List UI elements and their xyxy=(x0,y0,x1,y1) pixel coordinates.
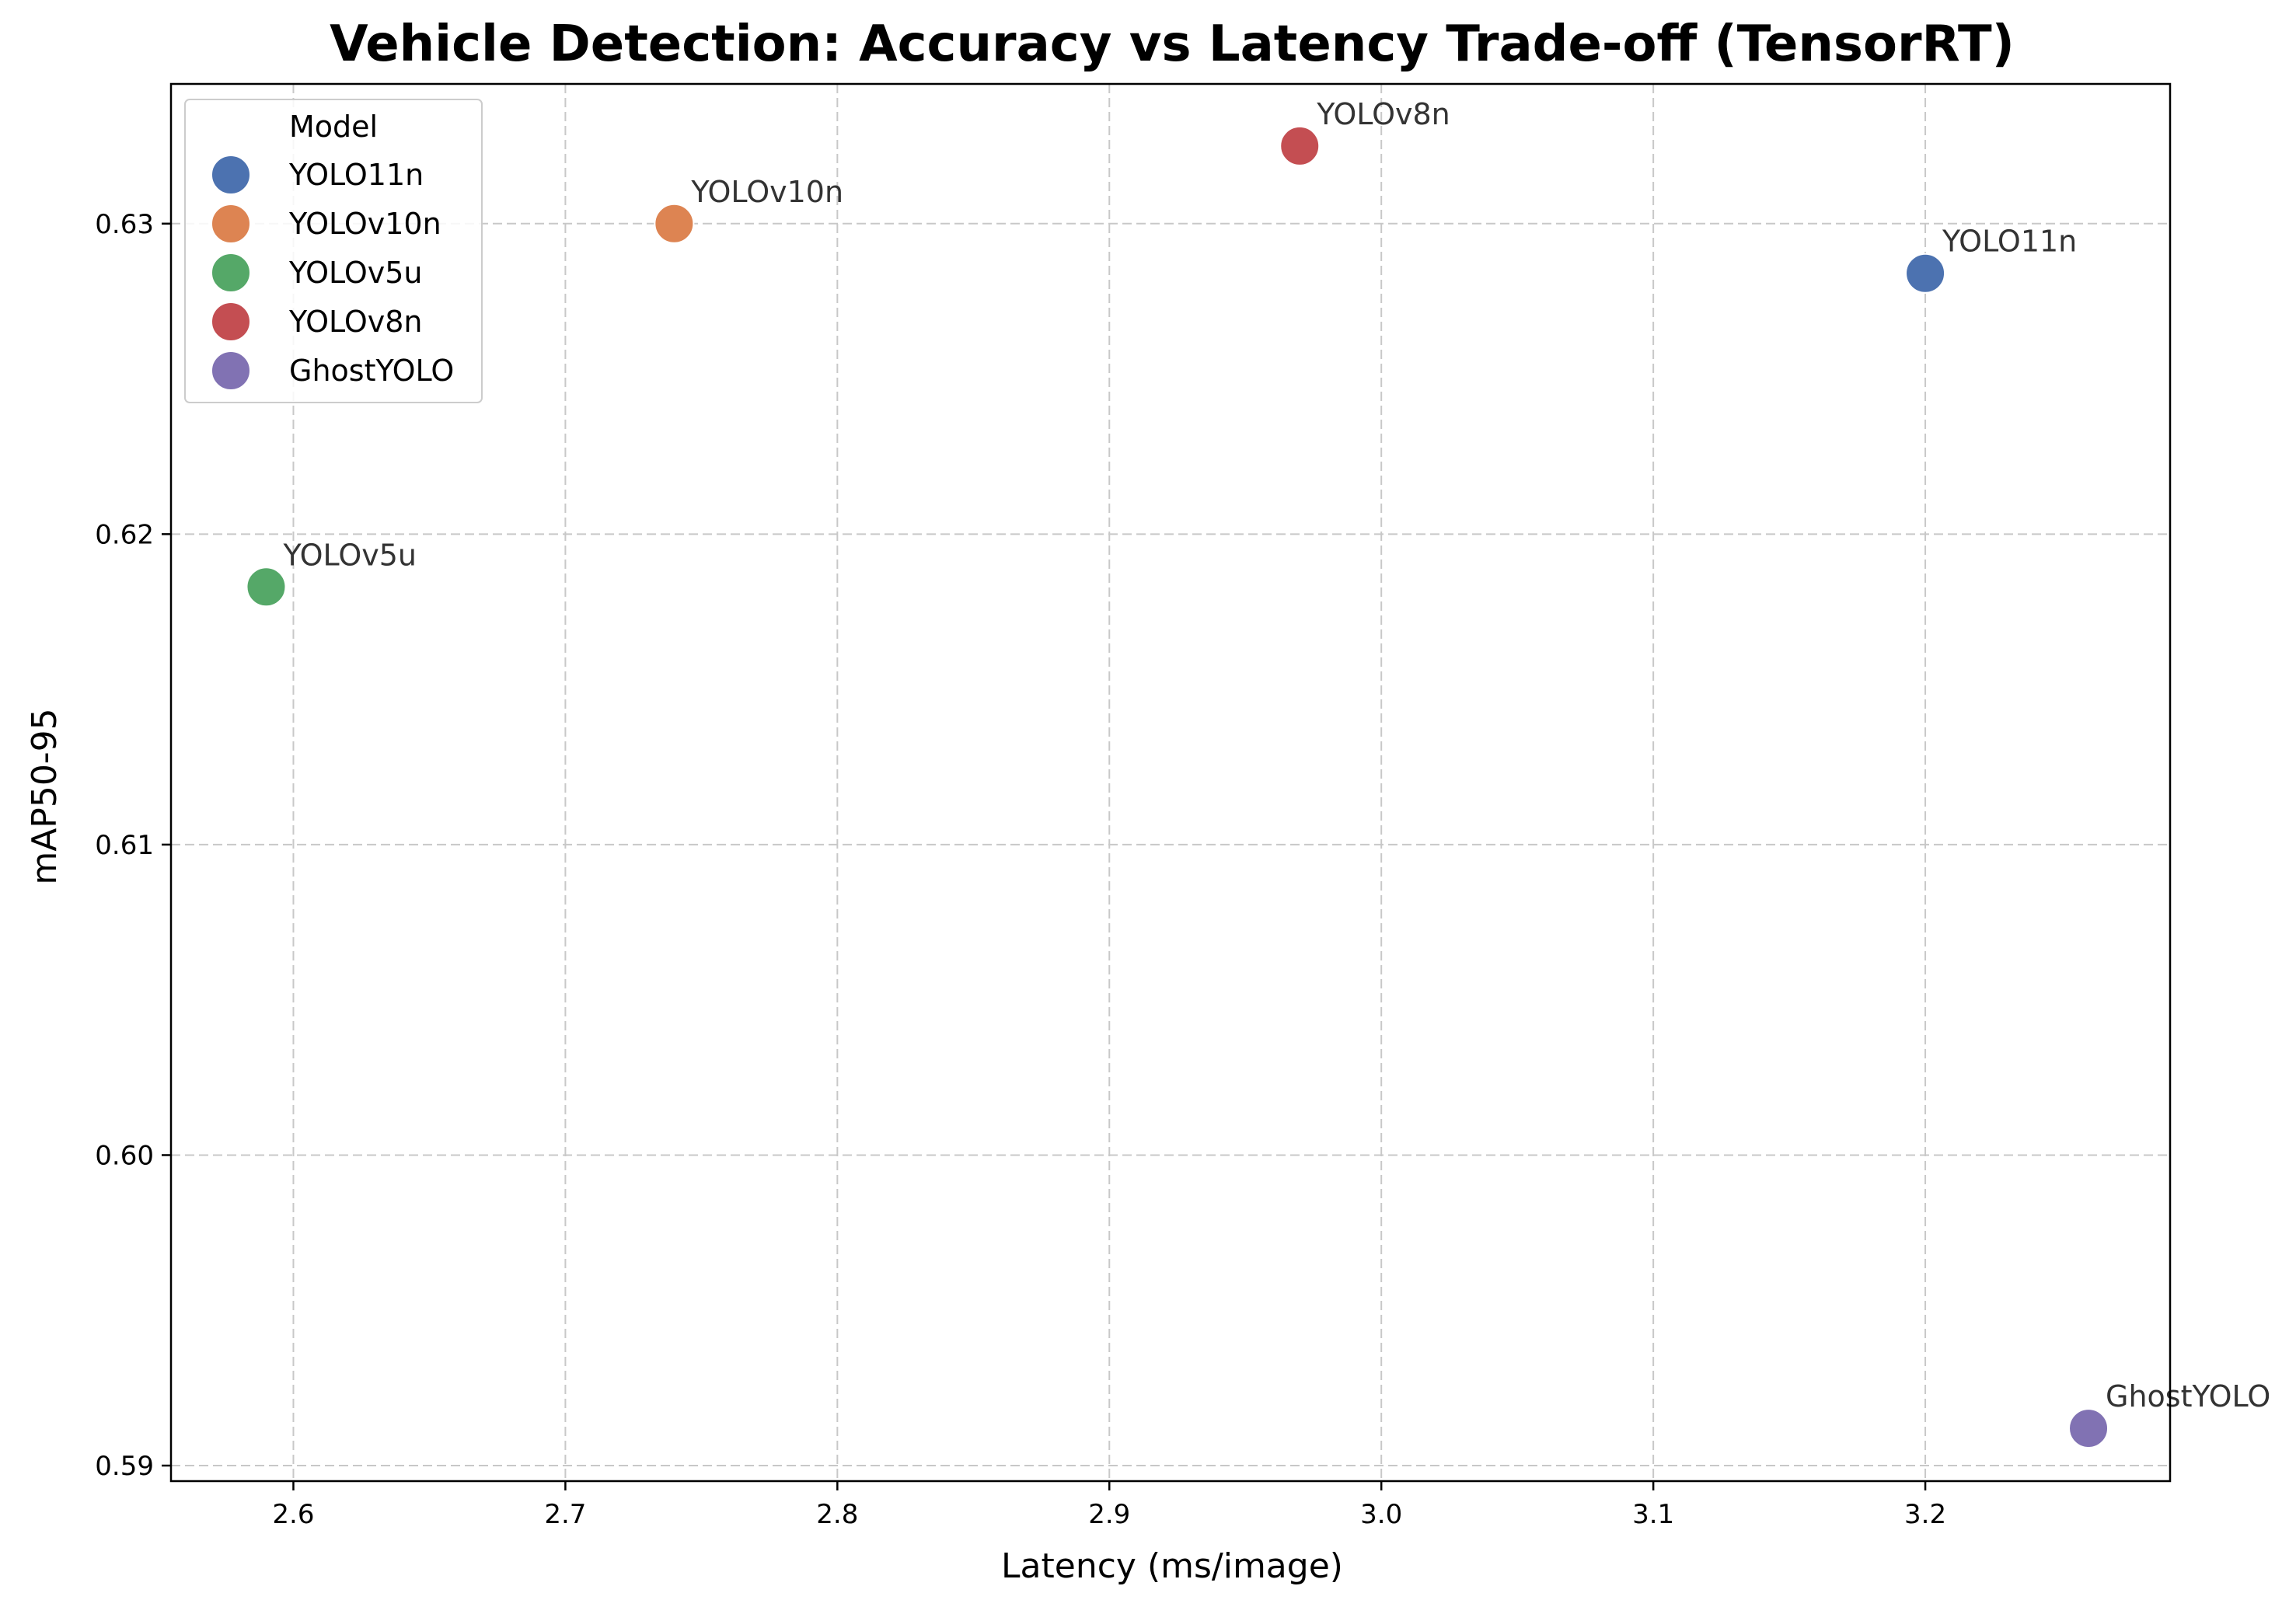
legend-marker-ghostyolo xyxy=(211,350,251,391)
chart-title: Vehicle Detection: Accuracy vs Latency T… xyxy=(330,16,2015,73)
point-label-yolo11n: YOLO11n xyxy=(1942,225,2077,259)
x-tick-label: 3.1 xyxy=(1632,1499,1674,1530)
legend-label-yolov8n: YOLOv8n xyxy=(288,305,423,339)
legend-marker-yolov5u xyxy=(211,253,251,293)
legend-label-yolov10n: YOLOv10n xyxy=(288,207,441,241)
grid-lines xyxy=(171,84,2170,1481)
legend-label-yolo11n: YOLO11n xyxy=(288,158,424,192)
legend-marker-yolov10n xyxy=(211,204,251,244)
y-axis-ticks: 0.59 0.60 0.61 0.62 0.63 xyxy=(95,209,171,1482)
legend-title: Model xyxy=(289,110,378,144)
data-point-yolov5u xyxy=(246,566,287,608)
x-tick-label: 3.0 xyxy=(1360,1499,1402,1530)
x-tick-label: 2.9 xyxy=(1088,1499,1130,1530)
y-tick-label: 0.61 xyxy=(95,830,154,861)
data-point-ghostyolo xyxy=(2068,1408,2109,1449)
x-axis-ticks: 2.6 2.7 2.8 2.9 3.0 3.1 3.2 xyxy=(272,1481,1946,1530)
x-axis-label: Latency (ms/image) xyxy=(1001,1546,1343,1586)
x-tick-label: 2.8 xyxy=(816,1499,858,1530)
point-label-yolov10n: YOLOv10n xyxy=(690,175,843,209)
x-tick-label: 3.2 xyxy=(1904,1499,1946,1530)
x-tick-label: 2.7 xyxy=(544,1499,586,1530)
data-points: YOLO11n YOLOv10n YOLOv5u YOLOv8n GhostYOLO xyxy=(246,97,2270,1449)
legend-label-yolov5u: YOLOv5u xyxy=(288,256,423,290)
data-point-yolov10n xyxy=(654,203,695,244)
y-tick-label: 0.63 xyxy=(95,209,154,240)
x-tick-label: 2.6 xyxy=(272,1499,314,1530)
y-tick-label: 0.60 xyxy=(95,1140,154,1171)
legend-box xyxy=(184,99,483,403)
plot-area-frame xyxy=(169,82,2172,1483)
legend: Model YOLO11n YOLOv10n YOLOv5u YOLOv8n Ghost… xyxy=(184,99,483,403)
point-label-yolov5u: YOLOv5u xyxy=(282,538,417,572)
data-point-yolo11n xyxy=(1905,253,1946,294)
point-label-yolov8n: YOLOv8n xyxy=(1316,97,1450,131)
y-tick-label: 0.62 xyxy=(95,519,154,550)
legend-marker-yolov8n xyxy=(211,302,251,342)
point-label-ghostyolo: GhostYOLO xyxy=(2106,1379,2270,1414)
data-point-yolov8n xyxy=(1279,125,1321,166)
legend-marker-yolo11n xyxy=(211,155,251,195)
legend-items: YOLO11n YOLOv10n YOLOv5u YOLOv8n GhostYOLO xyxy=(211,155,454,391)
legend-label-ghostyolo: GhostYOLO xyxy=(289,354,454,388)
y-axis-label: mAP50-95 xyxy=(25,708,65,884)
y-tick-label: 0.59 xyxy=(95,1451,154,1482)
